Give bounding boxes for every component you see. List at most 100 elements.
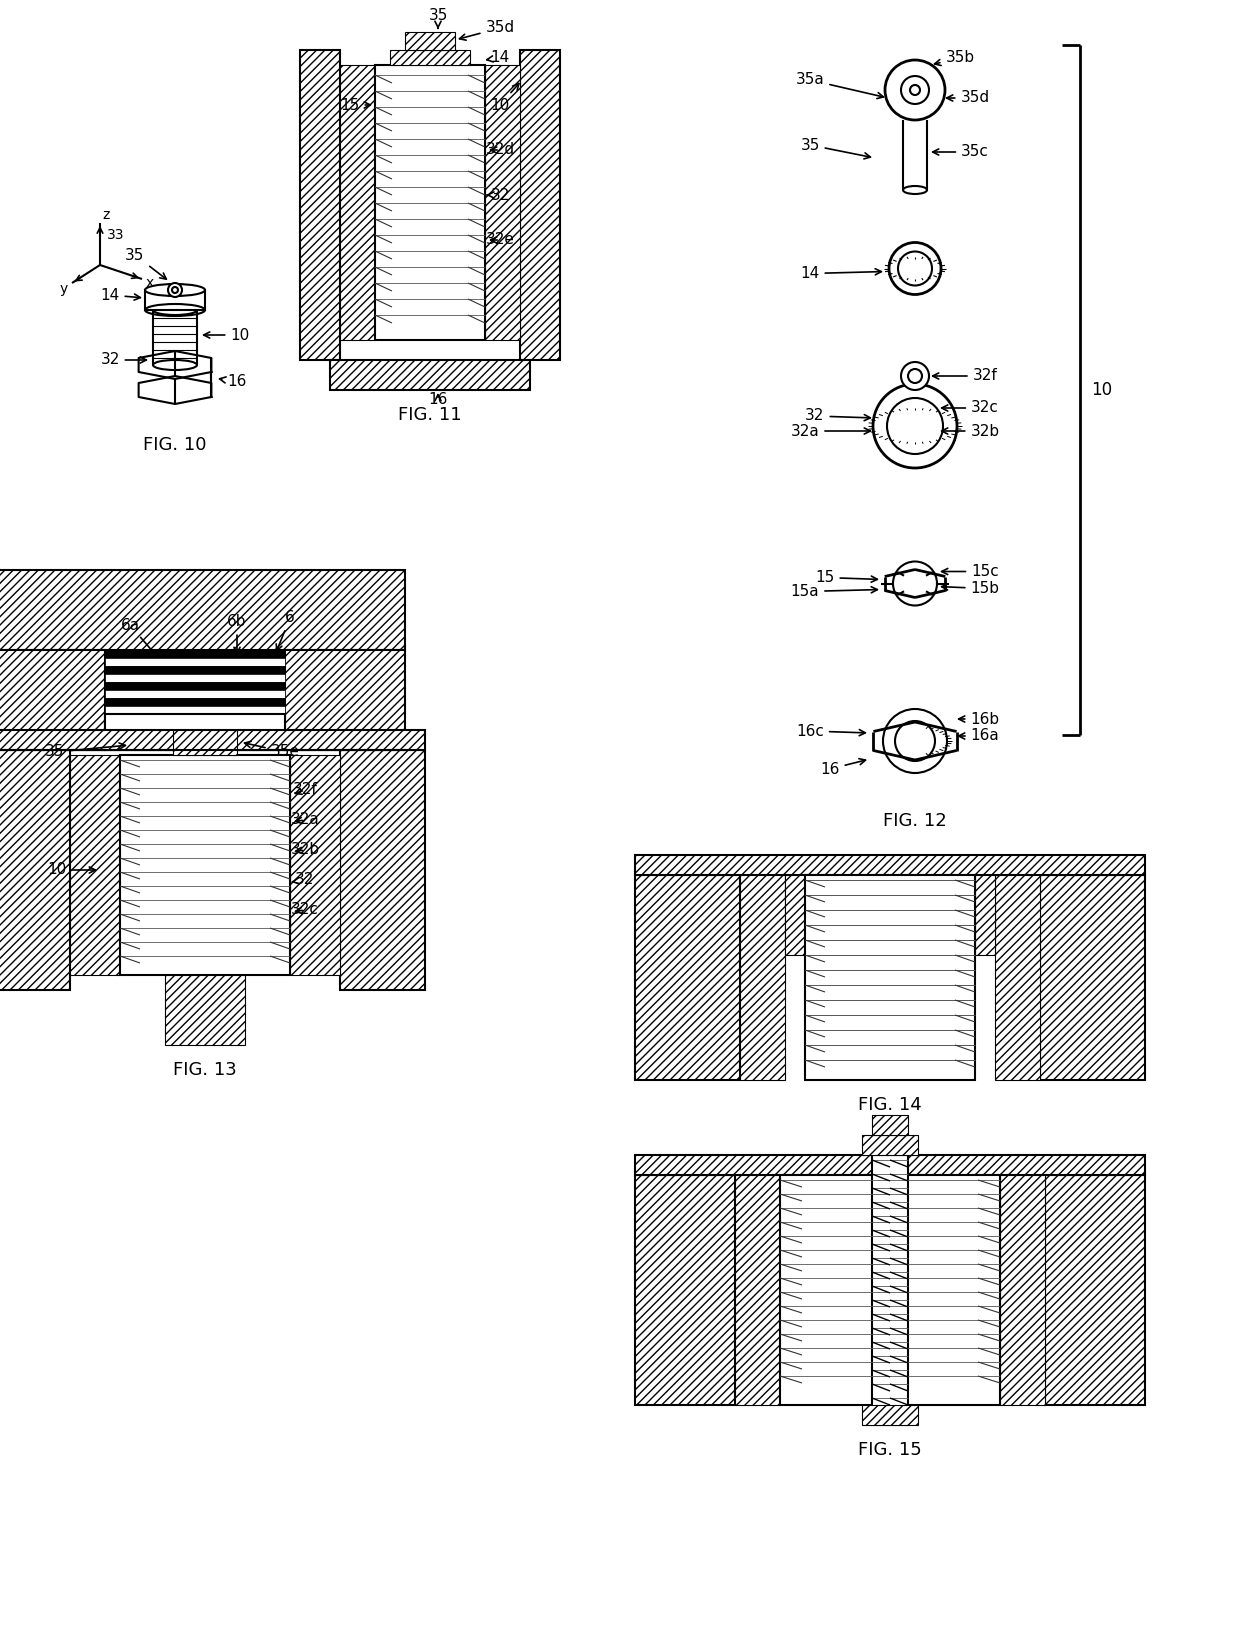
Bar <box>999 1175 1045 1405</box>
Text: 32: 32 <box>805 409 870 423</box>
Bar <box>735 1175 780 1405</box>
Text: 35d: 35d <box>460 20 515 39</box>
Text: 32f: 32f <box>932 369 997 384</box>
Text: 15b: 15b <box>941 581 999 596</box>
Bar <box>1040 875 1145 1080</box>
Text: 32c: 32c <box>291 903 319 917</box>
Text: 35: 35 <box>46 743 125 760</box>
Text: FIG. 15: FIG. 15 <box>858 1441 921 1459</box>
Circle shape <box>172 287 179 294</box>
Ellipse shape <box>145 284 205 295</box>
Text: 33: 33 <box>107 228 125 241</box>
Text: 6: 6 <box>277 610 295 651</box>
Circle shape <box>889 243 941 294</box>
Bar <box>785 875 805 955</box>
Text: 35d: 35d <box>946 90 990 105</box>
Bar <box>975 875 994 955</box>
Circle shape <box>910 85 920 95</box>
Bar <box>405 33 455 49</box>
Bar <box>120 755 290 975</box>
Bar <box>635 875 740 1080</box>
Text: 16: 16 <box>821 758 866 776</box>
Text: z: z <box>103 208 109 222</box>
Circle shape <box>873 384 957 468</box>
Bar <box>0 569 405 650</box>
Bar <box>165 975 246 1045</box>
Circle shape <box>885 61 945 120</box>
Bar <box>340 66 374 340</box>
Text: FIG. 11: FIG. 11 <box>398 405 461 423</box>
Bar <box>105 666 285 674</box>
Text: 14: 14 <box>100 287 140 302</box>
Text: 15: 15 <box>816 569 878 584</box>
Text: 10: 10 <box>490 84 518 113</box>
Bar <box>635 1175 735 1405</box>
Text: 32a: 32a <box>290 812 320 827</box>
Ellipse shape <box>153 305 197 315</box>
Bar <box>391 49 470 66</box>
Text: FIG. 10: FIG. 10 <box>144 437 207 455</box>
Text: 32a: 32a <box>791 423 870 438</box>
Bar <box>340 750 425 990</box>
Ellipse shape <box>903 185 928 194</box>
Text: FIG. 13: FIG. 13 <box>174 1062 237 1080</box>
Bar <box>300 49 340 359</box>
Text: 35a: 35a <box>796 72 883 98</box>
Circle shape <box>893 561 937 606</box>
Bar <box>740 875 785 1080</box>
Text: 35c: 35c <box>932 144 990 159</box>
Bar <box>0 650 105 750</box>
Text: 15c: 15c <box>941 565 999 579</box>
Bar <box>520 49 560 359</box>
Text: 10: 10 <box>47 863 95 878</box>
Bar <box>285 650 405 750</box>
Bar <box>69 755 120 975</box>
Bar <box>635 1155 1145 1175</box>
Text: 15a: 15a <box>791 584 878 599</box>
Bar <box>374 66 485 340</box>
Bar <box>105 697 285 706</box>
Text: 16: 16 <box>428 392 448 407</box>
Text: 16a: 16a <box>959 729 999 743</box>
Bar <box>862 1405 918 1424</box>
Text: 32b: 32b <box>290 842 320 858</box>
Text: 32b: 32b <box>941 423 999 438</box>
Text: FIG. 12: FIG. 12 <box>883 812 947 830</box>
Circle shape <box>908 369 923 382</box>
Bar <box>105 706 285 714</box>
Bar <box>105 658 285 666</box>
Bar <box>780 1175 999 1405</box>
Text: 32: 32 <box>487 187 510 202</box>
Text: 32f: 32f <box>293 783 317 798</box>
Bar <box>805 875 975 1080</box>
Text: 6b: 6b <box>227 614 247 653</box>
Text: 35b: 35b <box>935 51 975 66</box>
Circle shape <box>901 363 929 391</box>
Bar <box>872 1114 908 1136</box>
Text: 14: 14 <box>486 51 510 66</box>
Bar <box>145 290 205 310</box>
Bar <box>105 650 285 658</box>
Circle shape <box>167 282 182 297</box>
Text: 6a: 6a <box>120 617 157 656</box>
Bar <box>105 689 285 697</box>
Bar <box>635 855 1145 875</box>
Text: 35: 35 <box>125 248 166 279</box>
Bar <box>290 755 340 975</box>
Bar <box>105 683 285 689</box>
Text: 35: 35 <box>428 8 448 28</box>
Bar <box>485 66 520 340</box>
Bar <box>872 1155 908 1424</box>
Text: 35e: 35e <box>244 742 299 760</box>
Text: 32: 32 <box>100 353 146 368</box>
Text: 10: 10 <box>1091 381 1112 399</box>
Text: 35: 35 <box>800 138 870 159</box>
Circle shape <box>898 251 932 286</box>
Bar <box>1045 1175 1145 1405</box>
Text: y: y <box>60 282 68 295</box>
Bar <box>0 750 69 990</box>
Text: x: x <box>146 276 154 290</box>
Text: 16: 16 <box>219 374 247 389</box>
Bar <box>105 714 285 750</box>
Bar <box>330 359 529 391</box>
